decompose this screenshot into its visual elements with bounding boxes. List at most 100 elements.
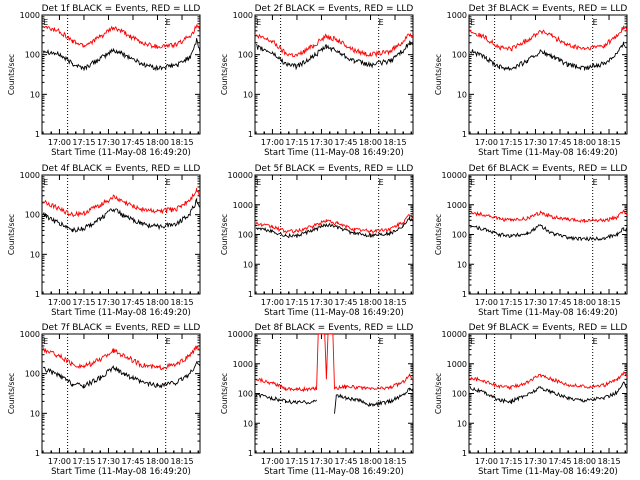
y-tick-label: 10 [243, 419, 253, 428]
panel-title: Det 4f BLACK = Events, RED = LLD [42, 164, 201, 174]
x-tick-label: 17:15 [499, 457, 522, 466]
x-tick-label: 18:00 [359, 138, 382, 147]
x-tick-label: 17:45 [334, 138, 357, 147]
series-lld-line [256, 334, 413, 393]
panel-title: Det 9f BLACK = Events, RED = LLD [469, 323, 628, 333]
y-tick-label: 1000 [233, 11, 253, 20]
event-marker: E [379, 178, 384, 187]
y-tick-label: 1000 [20, 171, 40, 180]
y-axis-label: Counts/sec [220, 373, 229, 414]
detector-panel-2: Det 2f BLACK = Events, RED = LLD 1 10 100 10… [220, 4, 414, 158]
x-axis-label: Start Time (11-May-08 16:49:20) [264, 148, 404, 158]
series-events-line [469, 381, 627, 405]
y-tick-label: 10 [243, 90, 253, 99]
event-marker: E [379, 337, 384, 346]
x-tick-label: 18:15 [383, 457, 406, 466]
y-tick-label: 100 [238, 51, 253, 60]
event-marker: E [470, 337, 475, 346]
series-events-line [255, 216, 413, 239]
series-lld-line [469, 371, 627, 391]
y-tick-label: 10 [457, 419, 467, 428]
y-tick-label: 10 [30, 250, 40, 259]
y-axis-label: Counts/sec [220, 54, 229, 95]
plot-frame [468, 174, 628, 295]
series-lld-line [42, 345, 200, 371]
x-tick-label: 17:45 [548, 298, 571, 307]
plot-frame [41, 174, 201, 295]
x-axis-label: Start Time (11-May-08 16:49:20) [478, 148, 618, 158]
x-tick-label: 18:15 [597, 138, 620, 147]
x-tick-label: 17:30 [97, 138, 120, 147]
x-axis-label: Start Time (11-May-08 16:49:20) [264, 308, 404, 318]
y-tick-label: 100 [238, 231, 253, 240]
series-lld-line [255, 213, 413, 234]
detector-panel-5: Det 5f BLACK = Events, RED = LLD 1 10 100 10… [220, 164, 414, 318]
series-lld-line [255, 32, 413, 58]
event-marker: E [593, 18, 598, 27]
event-marker: E [256, 178, 261, 187]
x-tick-label: 18:00 [146, 138, 169, 147]
y-tick-label: 1 [248, 130, 253, 139]
x-tick-label: 17:45 [334, 298, 357, 307]
detector-panel-7: Det 7f BLACK = Events, RED = LLD 1 10 100 10… [7, 323, 201, 477]
series-events-line [42, 197, 200, 233]
y-axis-label: Counts/sec [434, 373, 443, 414]
x-tick-label: 17:15 [499, 298, 522, 307]
x-tick-label: 18:15 [170, 457, 193, 466]
x-tick-label: 18:00 [359, 457, 382, 466]
x-tick-label: 18:15 [597, 457, 620, 466]
x-tick-label: 17:00 [261, 457, 284, 466]
x-axis-label: Start Time (11-May-08 16:49:20) [478, 467, 618, 477]
x-tick-label: 17:00 [475, 138, 498, 147]
x-tick-label: 17:45 [121, 298, 144, 307]
event-marker: E [379, 18, 384, 27]
y-tick-label: 1000 [20, 330, 40, 339]
series-lld-line [469, 25, 627, 52]
x-tick-label: 18:00 [573, 138, 596, 147]
y-axis-label: Counts/sec [7, 214, 16, 255]
y-tick-label: 10 [457, 260, 467, 269]
event-marker: E [593, 178, 598, 187]
x-tick-label: 17:15 [72, 298, 95, 307]
y-tick-label: 1 [35, 449, 40, 458]
series-events-line [255, 387, 413, 414]
panel-title: Det 2f BLACK = Events, RED = LLD [255, 4, 414, 14]
y-tick-label: 1 [248, 290, 253, 299]
y-tick-label: 10000 [228, 330, 253, 339]
y-tick-label: 1 [35, 290, 40, 299]
x-axis-label: Start Time (11-May-08 16:49:20) [264, 467, 404, 477]
detector-panel-6: Det 6f BLACK = Events, RED = LLD 1 10 100 10… [434, 164, 628, 318]
x-tick-label: 17:00 [48, 138, 71, 147]
y-tick-label: 10 [30, 409, 40, 418]
x-tick-label: 17:30 [97, 298, 120, 307]
panel-title: Det 6f BLACK = Events, RED = LLD [469, 164, 628, 174]
x-tick-label: 18:15 [170, 298, 193, 307]
y-tick-label: 100 [452, 390, 467, 399]
x-tick-label: 18:15 [383, 298, 406, 307]
y-tick-label: 10 [243, 260, 253, 269]
x-tick-label: 17:00 [261, 298, 284, 307]
x-tick-label: 17:15 [285, 298, 308, 307]
y-tick-label: 1 [462, 290, 467, 299]
x-tick-label: 17:15 [285, 138, 308, 147]
y-tick-label: 10000 [442, 171, 467, 180]
detector-panel-9: Det 9f BLACK = Events, RED = LLD 1 10 100 10… [434, 323, 628, 477]
x-tick-label: 17:00 [475, 457, 498, 466]
event-marker: E [166, 178, 171, 187]
x-tick-label: 17:30 [310, 457, 333, 466]
y-tick-label: 1 [462, 449, 467, 458]
series-events-line [42, 38, 200, 72]
plot-frame [468, 333, 628, 454]
panel-title: Det 7f BLACK = Events, RED = LLD [42, 323, 201, 333]
detector-panel-3: Det 3f BLACK = Events, RED = LLD 1 10 100 10… [434, 4, 628, 158]
detector-panel-8: Det 8f BLACK = Events, RED = LLD 1 10 100 10… [220, 323, 414, 477]
x-tick-label: 18:00 [146, 298, 169, 307]
event-marker: E [43, 178, 48, 187]
plot-frame [41, 333, 201, 454]
panel-title: Det 1f BLACK = Events, RED = LLD [42, 4, 201, 14]
x-axis-label: Start Time (11-May-08 16:49:20) [51, 308, 191, 318]
panel-title: Det 5f BLACK = Events, RED = LLD [255, 164, 414, 174]
x-tick-label: 17:15 [285, 457, 308, 466]
y-tick-label: 100 [452, 51, 467, 60]
